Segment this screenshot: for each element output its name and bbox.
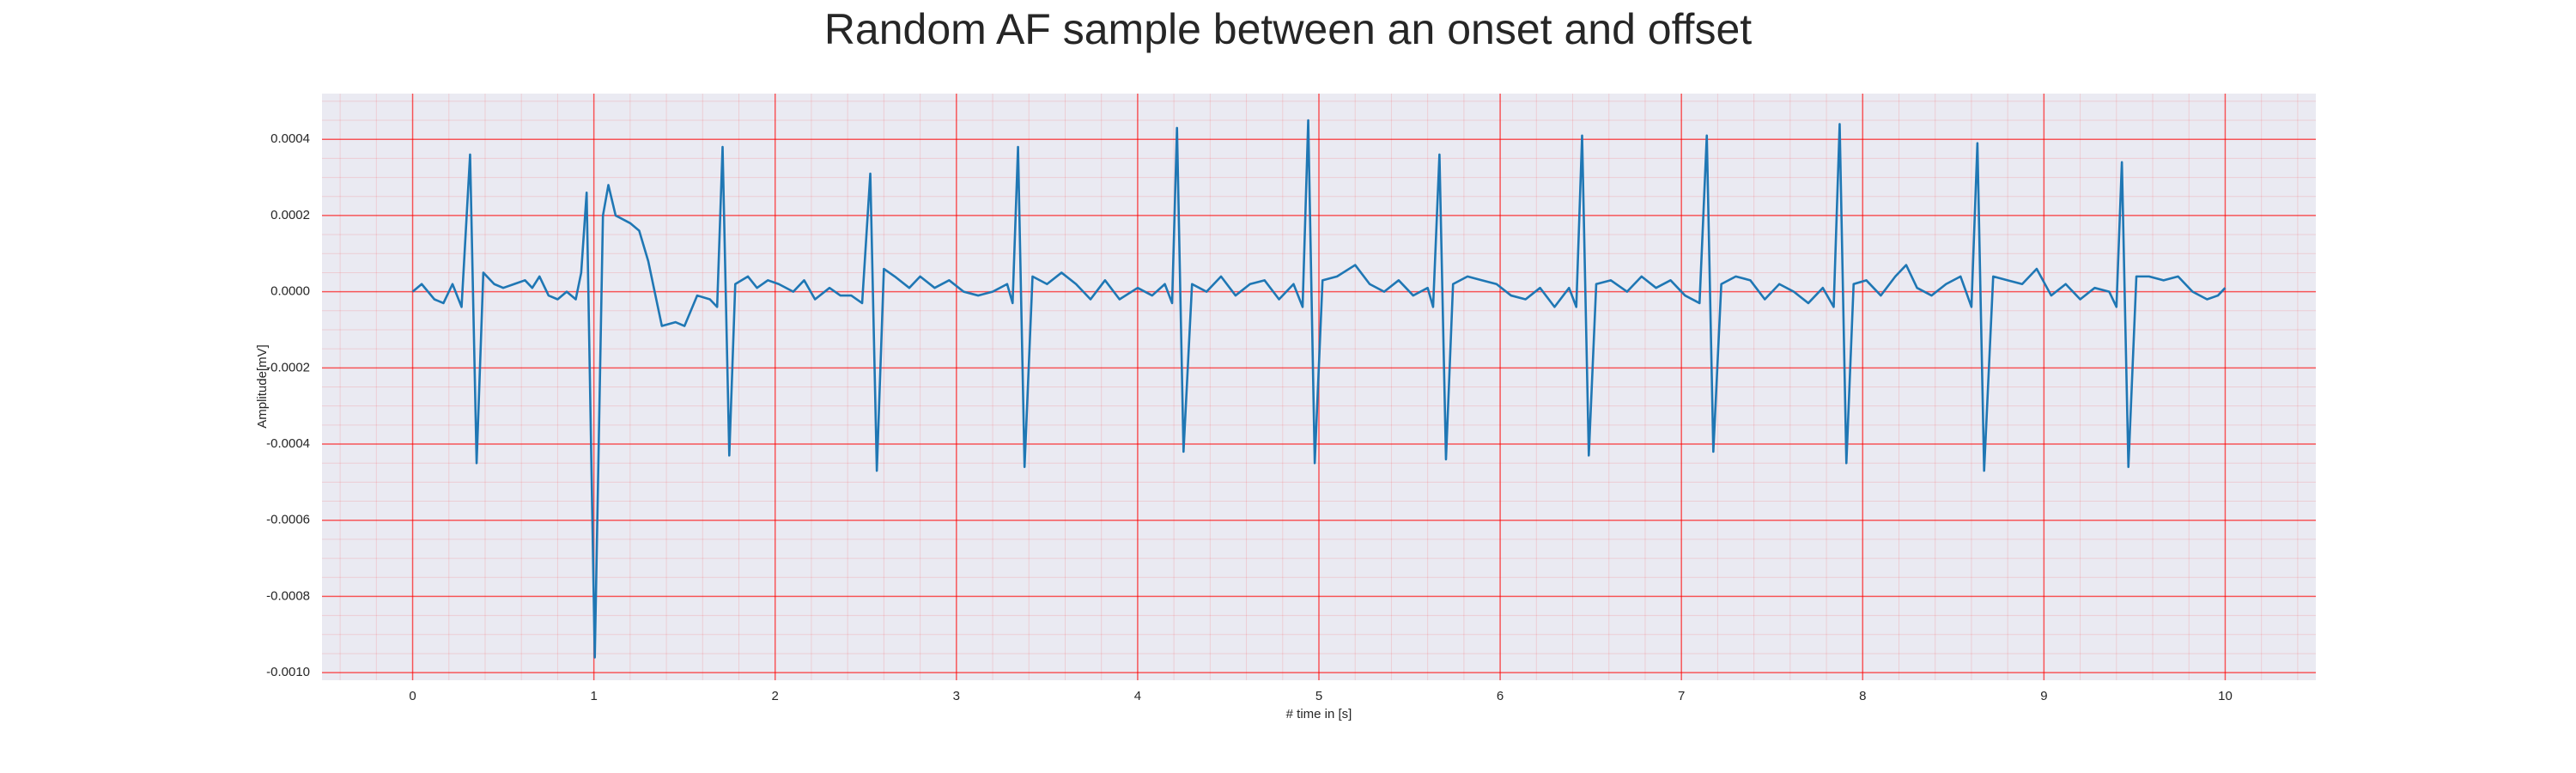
- x-tick-label: 9: [2040, 689, 2047, 703]
- y-tick-label: -0.0006: [266, 513, 310, 527]
- y-axis-label: Amplitude[mV]: [255, 344, 270, 429]
- x-tick-label: 7: [1678, 689, 1685, 703]
- x-tick-label: 8: [1859, 689, 1866, 703]
- x-tick-label: 1: [590, 689, 597, 703]
- y-tick-label: 0.0002: [270, 208, 310, 222]
- chart-title: Random AF sample between an onset and of…: [824, 5, 1752, 53]
- y-tick-label: -0.0004: [266, 436, 310, 451]
- y-tick-label: -0.0010: [266, 665, 310, 679]
- y-tick-label: 0.0004: [270, 131, 310, 146]
- x-tick-label: 6: [1497, 689, 1504, 703]
- x-tick-label: 4: [1134, 689, 1141, 703]
- x-tick-label: 2: [772, 689, 779, 703]
- x-tick-label: 3: [953, 689, 960, 703]
- signal-line: [411, 119, 2227, 659]
- x-axis-label: # time in [s]: [1286, 707, 1352, 721]
- x-tick-label: 5: [1315, 689, 1322, 703]
- y-tick-label: -0.0008: [266, 588, 310, 603]
- y-tick-label: -0.0002: [266, 360, 310, 374]
- y-tick-label: 0.0000: [270, 284, 310, 299]
- x-tick-label: 0: [409, 689, 416, 703]
- x-tick-label: 10: [2218, 689, 2233, 703]
